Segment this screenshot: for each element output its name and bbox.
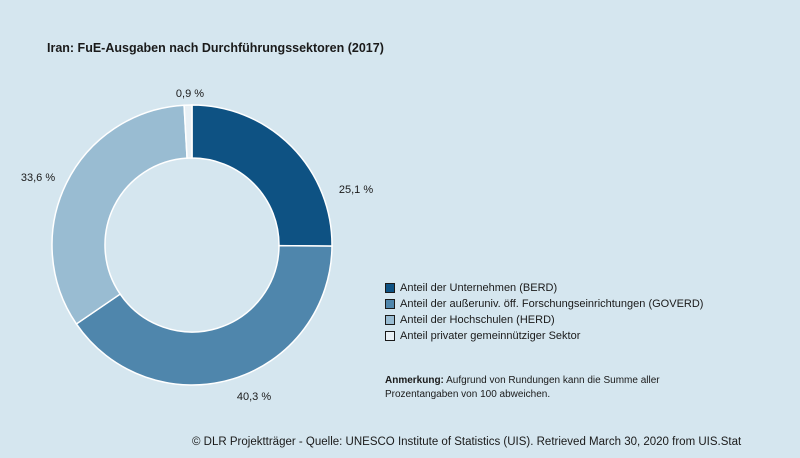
slice-labels: 25,1 % 40,3 % 33,6 % 0,9 % <box>21 88 373 403</box>
legend-item-private: Anteil privater gemeinnütziger Sektor <box>385 328 703 344</box>
source-footer: © DLR Projektträger - Quelle: UNESCO Ins… <box>192 436 742 448</box>
legend-label-private: Anteil privater gemeinnütziger Sektor <box>400 330 581 342</box>
note-text: Aufgrund von Rundungen kann die Summe al… <box>385 375 660 400</box>
note-label: Anmerkung: <box>385 375 444 386</box>
legend-swatch-berd <box>385 283 395 293</box>
donut-slice-private <box>183 104 193 159</box>
legend-item-berd: Anteil der Unternehmen (BERD) <box>385 280 703 296</box>
slice-label-herd: 33,6 % <box>21 172 55 184</box>
note: Anmerkung: Aufgrund von Rundungen kann d… <box>385 374 705 402</box>
donut-slice-berd <box>191 104 333 247</box>
chart-title: Iran: FuE-Ausgaben nach Durchführungssek… <box>47 41 384 55</box>
legend-swatch-private <box>385 331 395 341</box>
donut-slice-herd <box>51 104 188 325</box>
legend-label-herd: Anteil der Hochschulen (HERD) <box>400 314 555 326</box>
legend-swatch-herd <box>385 315 395 325</box>
legend: Anteil der Unternehmen (BERD) Anteil der… <box>385 280 703 344</box>
legend-label-goverd: Anteil der außeruniv. öff. Forschungsein… <box>400 298 704 310</box>
legend-swatch-goverd <box>385 299 395 309</box>
donut-slice-goverd <box>75 244 333 386</box>
donut-slices <box>51 104 333 386</box>
legend-item-herd: Anteil der Hochschulen (HERD) <box>385 312 703 328</box>
slice-label-berd: 25,1 % <box>339 184 373 196</box>
slice-label-goverd: 40,3 % <box>237 391 271 403</box>
legend-label-berd: Anteil der Unternehmen (BERD) <box>400 282 558 294</box>
slice-label-private: 0,9 % <box>176 88 204 100</box>
legend-item-goverd: Anteil der außeruniv. öff. Forschungsein… <box>385 296 703 312</box>
